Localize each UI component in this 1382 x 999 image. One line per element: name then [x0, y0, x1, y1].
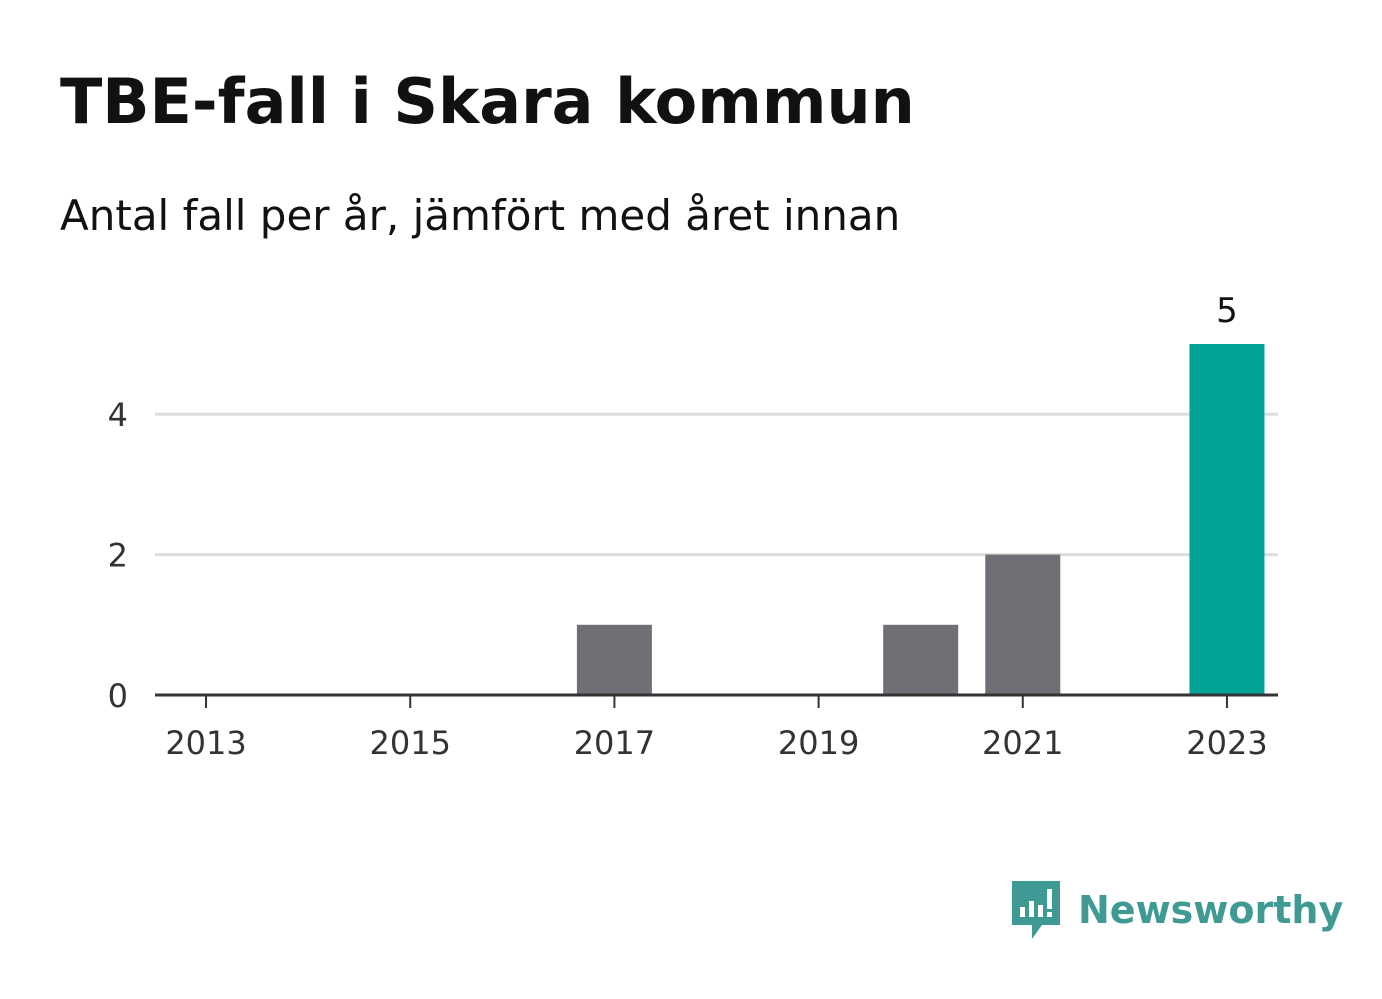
- bar-2020: [883, 624, 959, 695]
- data-label: 5: [1216, 291, 1238, 331]
- x-tick-label: 2017: [574, 724, 655, 762]
- chart-title: TBE-fall i Skara kommun: [60, 65, 915, 138]
- newsworthy-logo-icon: [1012, 881, 1060, 939]
- x-tick-label: 2013: [165, 724, 246, 762]
- y-tick-label: 0: [108, 677, 128, 715]
- bar-2023: [1189, 344, 1265, 695]
- y-tick-label: 4: [108, 396, 128, 434]
- x-tick-label: 2019: [778, 724, 859, 762]
- chart-subtitle: Antal fall per år, jämfört med året inna…: [60, 191, 901, 240]
- x-tick-label: 2023: [1186, 724, 1267, 762]
- x-tick-label: 2021: [982, 724, 1063, 762]
- x-tick-label: 2015: [370, 724, 451, 762]
- bar-2017: [576, 624, 652, 695]
- bar-2021: [985, 554, 1061, 695]
- brand-name: Newsworthy: [1078, 888, 1344, 932]
- y-tick-label: 2: [108, 537, 128, 575]
- brand-logo: Newsworthy: [1010, 878, 1343, 942]
